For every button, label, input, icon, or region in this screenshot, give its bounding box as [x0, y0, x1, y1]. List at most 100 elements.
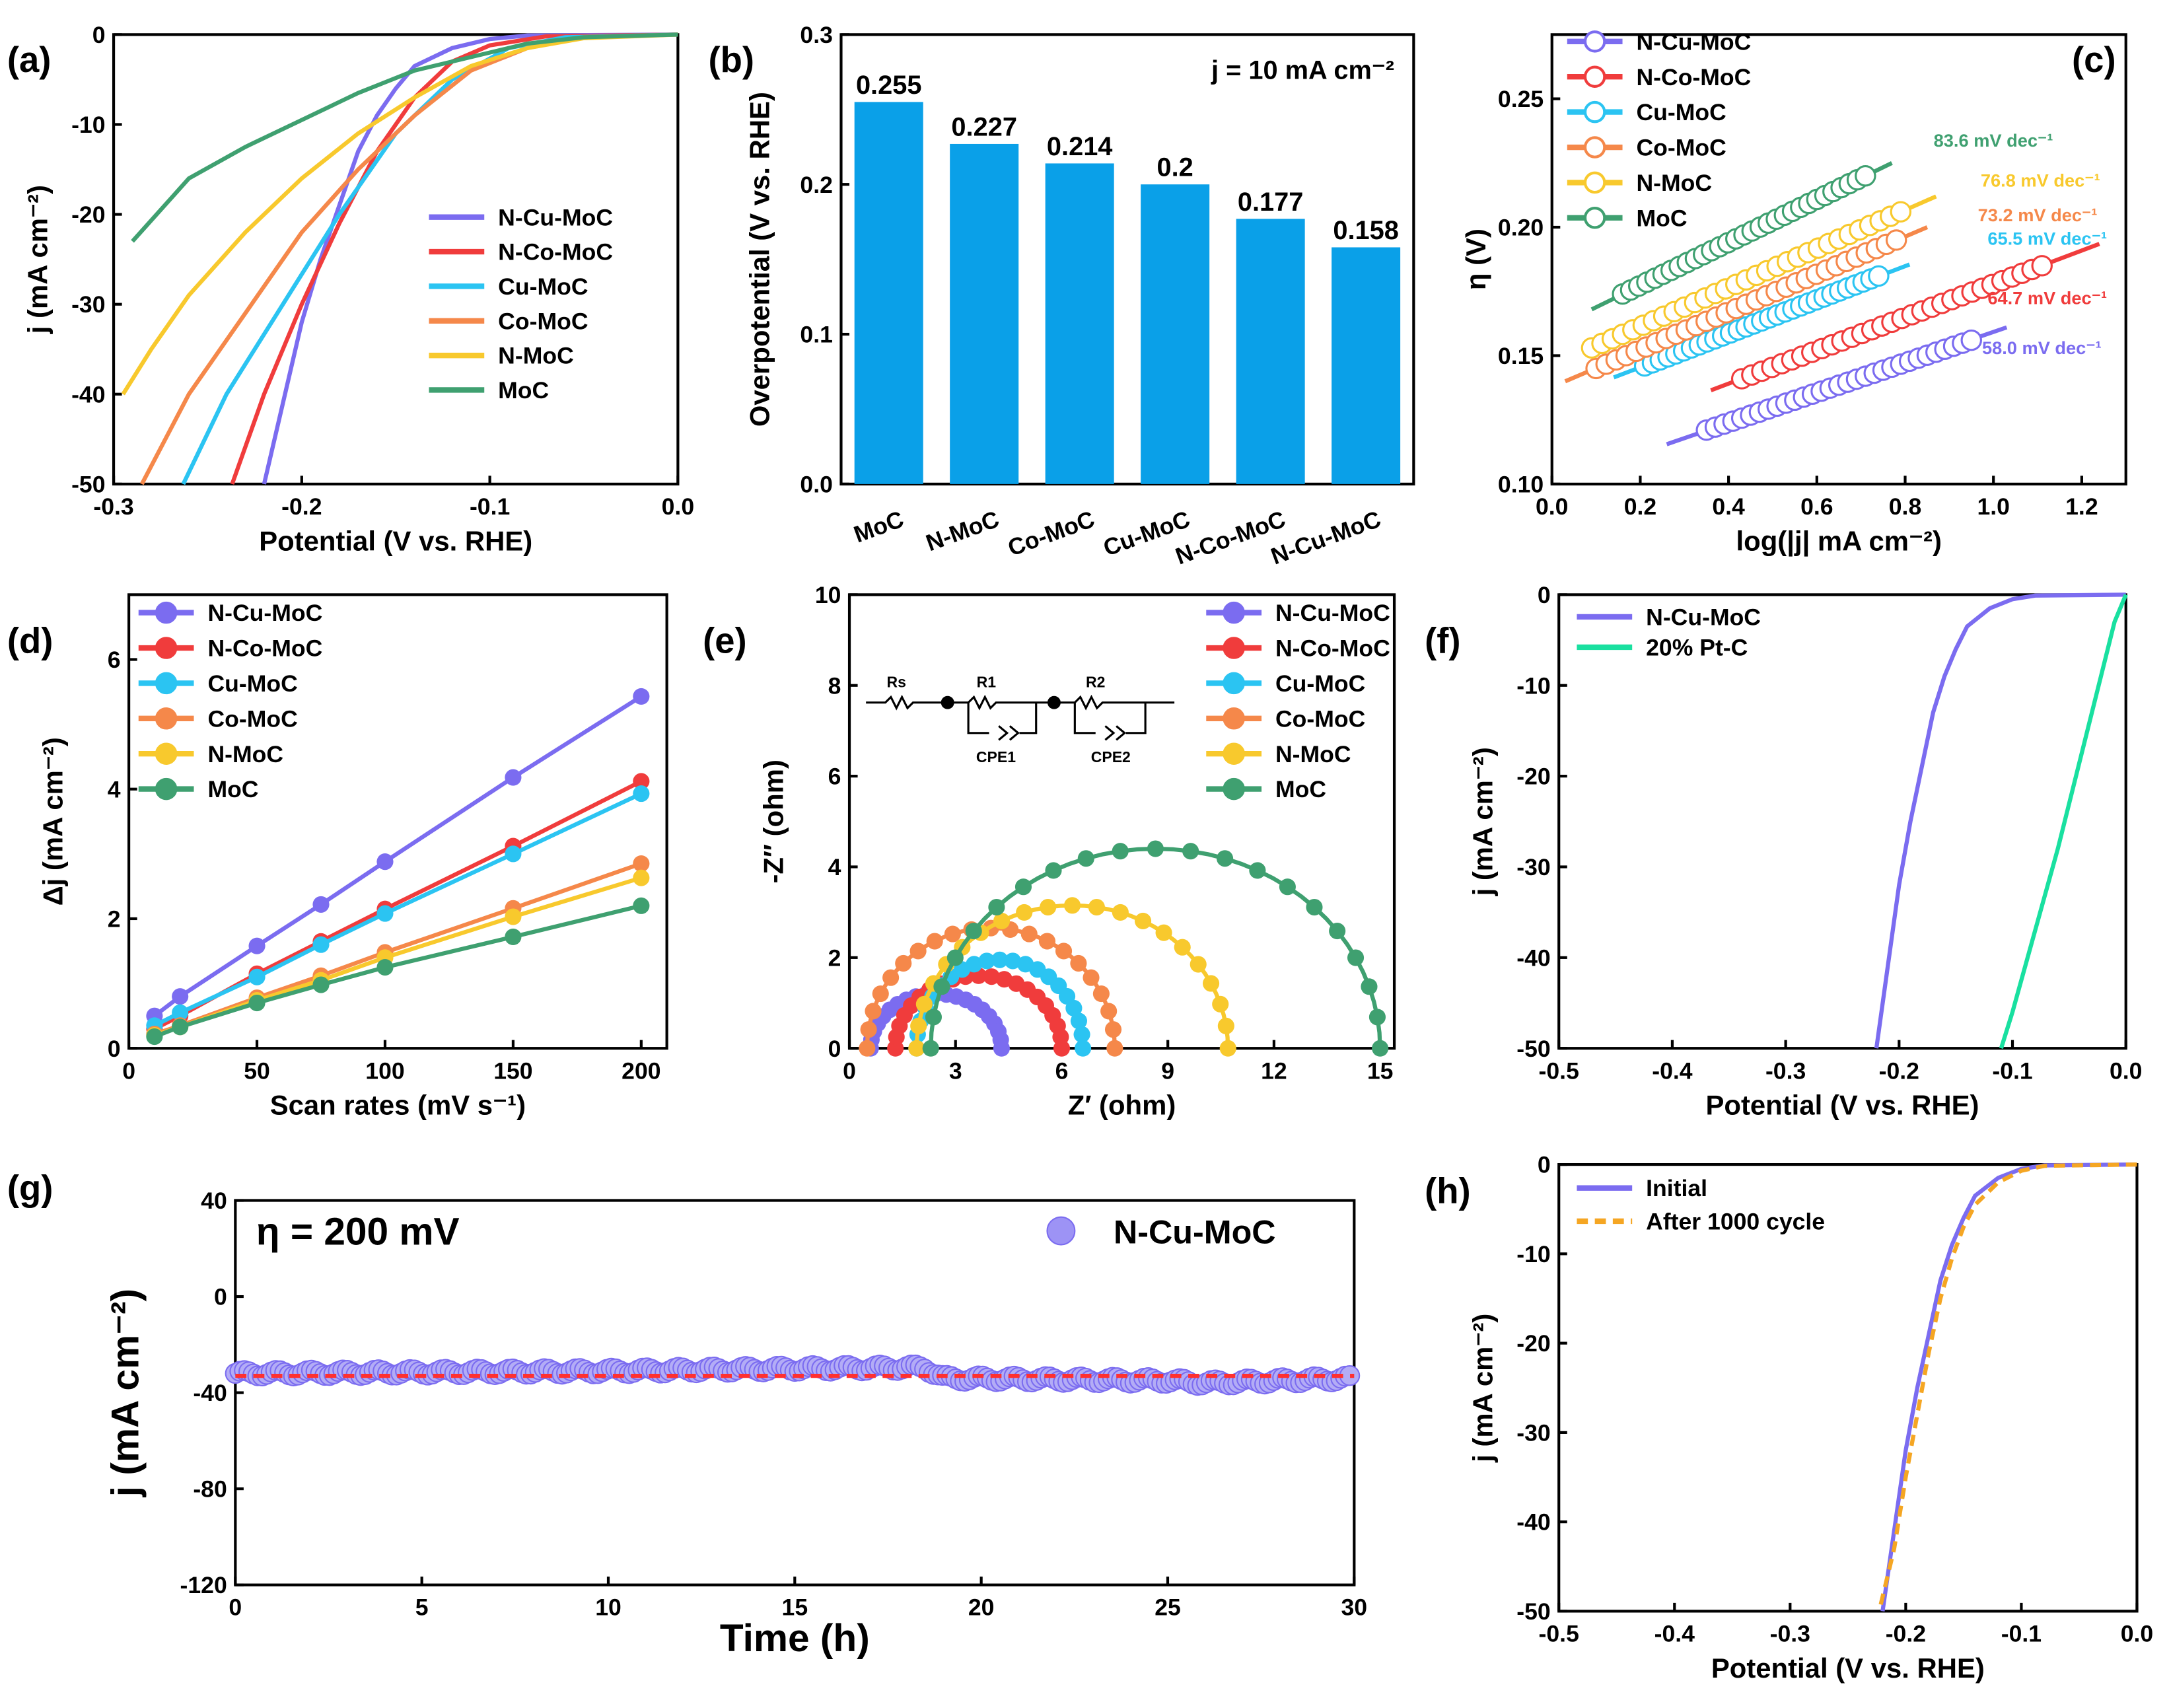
y-tick-label: 0 [1538, 1152, 1551, 1178]
x-tick-label: 50 [244, 1057, 270, 1084]
x-axis-title: Scan rates (mV s⁻¹) [270, 1090, 526, 1121]
panel-label: (e) [703, 620, 747, 660]
x-tick-label: -0.2 [1886, 1620, 1926, 1647]
tafel-slope-label: 76.8 mV dec⁻¹ [1981, 170, 2100, 191]
y-axis-title: j (mA cm⁻²) [1468, 747, 1499, 896]
y-tick-label: 0 [92, 22, 106, 48]
equivalent-circuit-inset [866, 694, 1175, 741]
x-tick-label: 12 [1261, 1057, 1287, 1084]
y-tick-label: 0.3 [800, 22, 832, 48]
data-point [1083, 969, 1100, 986]
data-point [1890, 201, 1912, 223]
y-tick-label: 4 [108, 776, 121, 802]
circuit-label: R1 [977, 674, 997, 691]
x-tick-label: -0.1 [2001, 1620, 2042, 1647]
x-tick-label: 0.0 [662, 493, 694, 520]
data-point [1045, 862, 1062, 879]
legend-marker [1583, 65, 1606, 88]
x-tick-label: 200 [622, 1057, 660, 1084]
data-point [633, 773, 650, 790]
data-point [1182, 843, 1199, 860]
x-axis-title: Potential (V vs. RHE) [1705, 1090, 1979, 1121]
legend-label: After 1000 cycle [1646, 1209, 1825, 1235]
y-axis-title: j (mA cm⁻²) [1468, 1314, 1499, 1463]
data-point [1361, 978, 1378, 995]
data-point [1040, 898, 1057, 916]
data-point [925, 1009, 942, 1026]
data-point [1249, 862, 1266, 879]
data-point [633, 688, 650, 705]
data-point [895, 954, 912, 972]
x-tick-label: 0 [229, 1594, 242, 1621]
legend-marker [1223, 777, 1245, 801]
y-axis-title: -Z″ (ohm) [758, 760, 789, 883]
data-point [910, 1017, 927, 1034]
y-tick-label: -30 [71, 291, 105, 318]
data-point [1092, 985, 1110, 1003]
data-point [1329, 923, 1346, 940]
y-tick-label: -30 [1516, 1419, 1550, 1446]
data-point [1868, 265, 1890, 287]
legend-label: MoC [1275, 776, 1326, 802]
y-tick-label: -80 [193, 1476, 227, 1503]
x-axis-title: log(|j| mA cm⁻²) [1736, 525, 1942, 557]
data-point [1202, 975, 1220, 992]
x-axis-title: Potential (V vs. RHE) [1711, 1653, 1985, 1684]
legend-marker [1046, 1216, 1076, 1246]
plot-frame [127, 593, 668, 1050]
legend-label: MoC [1636, 205, 1687, 231]
data-point [2031, 255, 2053, 277]
series-line-After 1000 cycle [1877, 1162, 2137, 1612]
data-point [965, 923, 982, 940]
legend-label: N-MoC [498, 343, 574, 369]
legend-label: N-Cu-MoC [1275, 600, 1390, 626]
legend-label: N-Cu-MoC [498, 204, 613, 231]
data-point [1212, 995, 1229, 1013]
legend-marker [155, 777, 178, 801]
x-axis-title: Z′ (ohm) [1068, 1090, 1176, 1121]
legend-marker [1583, 207, 1606, 229]
data-point [872, 985, 889, 1003]
data-point [172, 1018, 189, 1036]
data-point [248, 994, 266, 1012]
data-point [505, 769, 522, 786]
data-point [859, 1040, 876, 1057]
x-category-label: N-MoC [923, 506, 1003, 557]
data-point [172, 988, 189, 1005]
data-point [248, 937, 266, 954]
bar-N-Co-MoC [1236, 219, 1305, 484]
y-tick-label: -40 [71, 381, 105, 408]
y-tick-label: 6 [108, 647, 121, 673]
data-point [376, 853, 394, 871]
legend-label: N-MoC [1636, 170, 1712, 196]
series-line-N-MoC [121, 32, 678, 396]
data-point [633, 897, 650, 914]
data-point [1112, 843, 1129, 860]
data-point [633, 855, 650, 872]
x-tick-label: 15 [1367, 1057, 1394, 1084]
panel-label: (g) [7, 1168, 53, 1209]
x-tick-label: 0.2 [1624, 493, 1656, 520]
data-point [882, 969, 900, 986]
x-tick-label: -0.4 [1654, 1620, 1695, 1647]
tafel-slope-label: 83.6 mV dec⁻¹ [1934, 130, 2053, 151]
panel-a: (a) -0.3 -0.2 -0.1 0.0 -50 -40 -30 -20 -10 0 Potent… [7, 22, 694, 556]
x-tick-label: -0.1 [470, 493, 510, 520]
x-tick-label: -0.2 [1879, 1057, 1919, 1084]
panel-label: (a) [7, 40, 52, 80]
data-point [865, 1003, 882, 1020]
circuit-label: CPE1 [976, 748, 1016, 765]
y-axis-title: Overpotential (V vs. RHE) [744, 92, 775, 427]
x-tick-label: 0.0 [2121, 1620, 2153, 1647]
data-point [1369, 1009, 1386, 1026]
panel-label: (b) [708, 40, 754, 80]
tafel-slope-label: 73.2 mV dec⁻¹ [1978, 205, 2098, 225]
bar-Cu-MoC [1141, 184, 1210, 484]
y-tick-label: 0 [1538, 582, 1551, 608]
x-tick-label: 0.8 [1889, 493, 1921, 520]
bar-value-label: 0.255 [856, 71, 922, 100]
y-tick-label: -40 [193, 1380, 227, 1406]
series-line-N-Cu-MoC [1874, 592, 2126, 1049]
data-point [966, 956, 983, 973]
